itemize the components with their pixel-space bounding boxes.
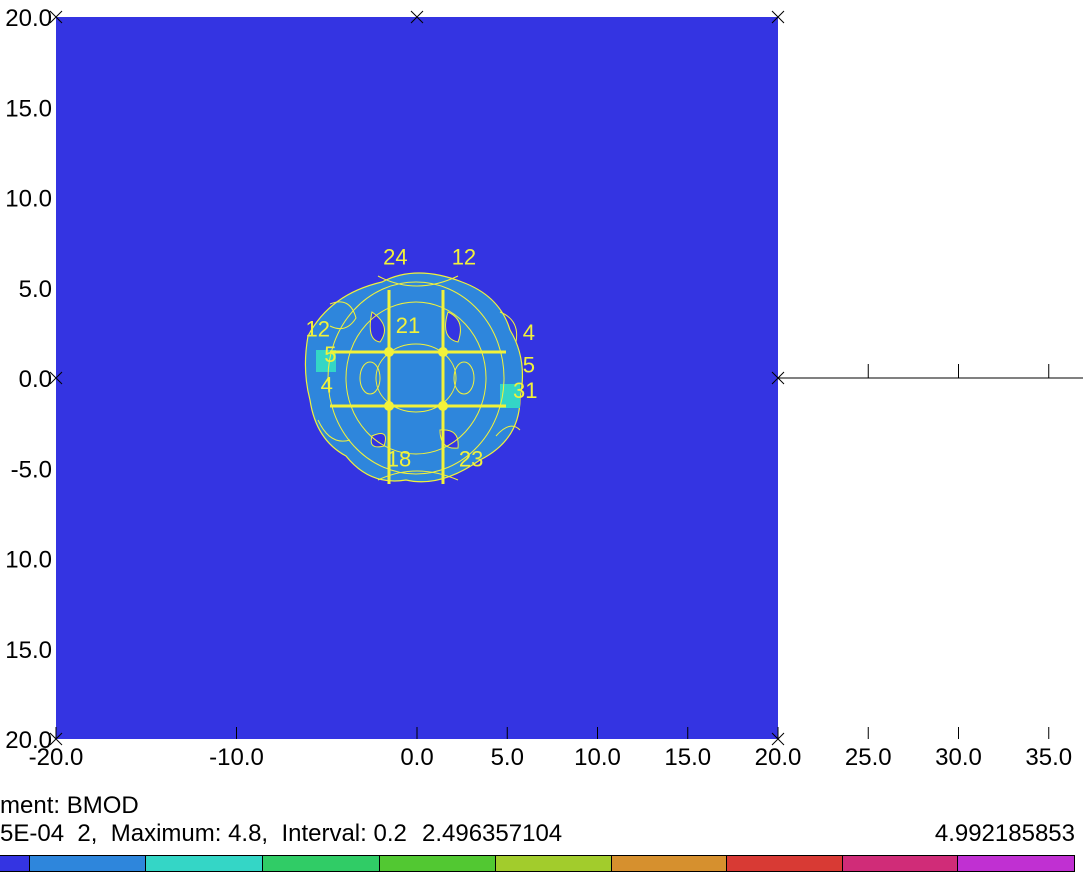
contour-label: 4 xyxy=(523,320,535,345)
legend-mid-value: 2.496357104 xyxy=(422,820,563,847)
high-value-region xyxy=(304,272,524,483)
legend-element-name: ment: BMOD xyxy=(0,792,139,819)
y-tick-label: 10.0 xyxy=(5,186,52,213)
color-legend-swatch xyxy=(263,856,380,871)
color-legend-swatch xyxy=(379,856,497,871)
x-tick-label: 25.0 xyxy=(845,744,892,771)
contour-label: 12 xyxy=(452,244,476,269)
x-axis: -20.0 -10.0 0.0 5.0 10.0 15.0 20.0 25.0 30.0 35.0 xyxy=(29,364,1072,771)
teal-strip-left xyxy=(316,350,336,372)
color-legend-swatch xyxy=(0,856,30,871)
node-cross-marker xyxy=(771,732,785,746)
y-tick-label: 15.0 xyxy=(5,637,52,664)
node-cross-marker xyxy=(49,10,63,24)
contour-labels: 24 12 12 21 4 5 5 4 31 18 23 xyxy=(305,244,537,471)
y-tick-label: 20.0 xyxy=(5,5,52,32)
node-cross-marker xyxy=(771,371,785,385)
cross-lines xyxy=(330,290,506,484)
corner-marks xyxy=(49,10,785,746)
y-tick-label: -5.0 xyxy=(11,456,52,483)
y-tick-label: 20.0 xyxy=(5,727,52,754)
contour-lines xyxy=(317,275,521,481)
teal-strip-right xyxy=(500,384,520,408)
contour-label: 18 xyxy=(387,446,411,471)
y-tick-label: 5.0 xyxy=(19,276,52,303)
color-legend-swatch xyxy=(727,856,843,871)
x-tick-label: 0.0 xyxy=(400,744,433,771)
y-tick-label: 0.0 xyxy=(19,366,52,393)
contour-label: 4 xyxy=(321,372,333,397)
contour-label: 21 xyxy=(396,313,420,338)
inner-low-region xyxy=(369,311,461,449)
color-legend-swatch xyxy=(958,856,1075,871)
contour-region xyxy=(304,272,524,484)
legend-range-text: 5E-04 2, Maximum: 4.8, Interval: 0.2 xyxy=(0,820,407,847)
x-tick-label: -10.0 xyxy=(209,744,264,771)
y-tick-label: 15.0 xyxy=(5,95,52,122)
color-legend-swatch xyxy=(842,856,959,871)
contour-label: 23 xyxy=(459,446,483,471)
x-tick-label: 20.0 xyxy=(755,744,802,771)
x-tick-label: 30.0 xyxy=(935,744,982,771)
x-tick-label: 35.0 xyxy=(1025,744,1072,771)
color-legend-swatch xyxy=(146,856,264,871)
contour-label: 12 xyxy=(305,316,329,341)
node-cross-marker xyxy=(49,371,63,385)
color-legend-swatch xyxy=(611,856,728,871)
contour-label: 5 xyxy=(324,342,336,367)
node-cross-marker xyxy=(410,10,424,24)
node-cross-marker xyxy=(771,10,785,24)
color-legend-swatch xyxy=(29,856,147,871)
contour-label: 24 xyxy=(383,244,407,269)
x-tick-label: 5.0 xyxy=(491,744,524,771)
y-tick-label: 10.0 xyxy=(5,547,52,574)
color-legend-swatch xyxy=(496,856,612,871)
contour-label: 5 xyxy=(523,353,535,378)
x-tick-label: -20.0 xyxy=(29,744,84,771)
color-legend-bar xyxy=(0,855,1075,872)
node-cross-marker xyxy=(49,732,63,746)
x-tick-label: 10.0 xyxy=(574,744,621,771)
x-tick-label: 15.0 xyxy=(664,744,711,771)
legend-max-value: 4.992185853 xyxy=(934,820,1075,847)
node-markers xyxy=(384,347,448,411)
contour-label: 31 xyxy=(513,378,537,403)
y-axis: 20.0 15.0 10.0 5.0 0.0 -5.0 10.0 15.0 20.0 xyxy=(5,5,52,754)
